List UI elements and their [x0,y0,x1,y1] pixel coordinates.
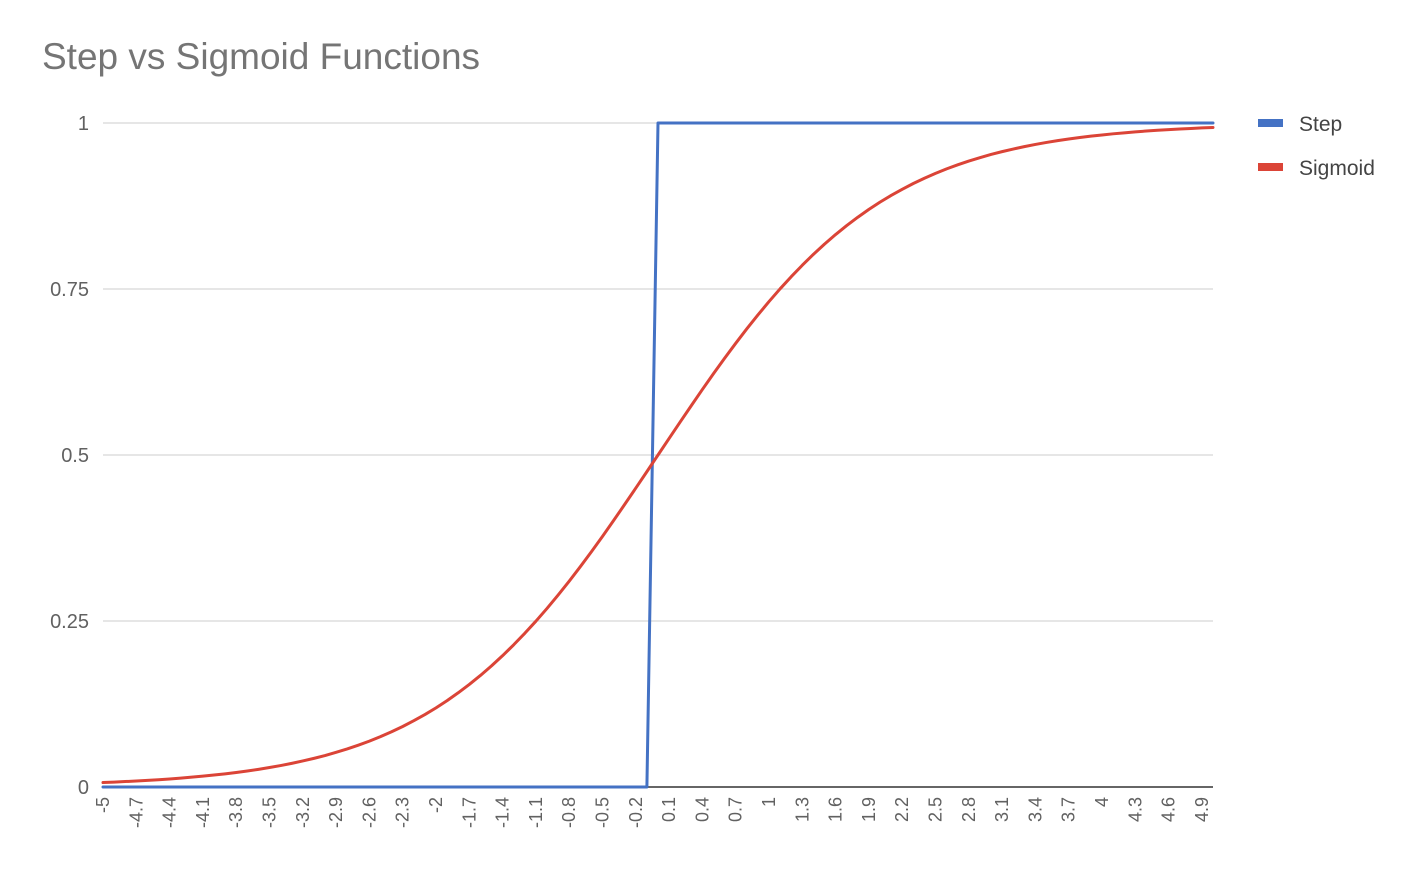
x-tick-label: -4.4 [160,797,180,828]
x-tick-label: -0.2 [626,797,646,828]
x-tick-label: -4.7 [126,797,146,828]
y-tick-label: 0 [78,777,89,799]
sigmoid-series-line [101,125,1215,785]
x-tick-label: -1.7 [459,797,479,828]
x-tick-label: 4 [1092,797,1112,807]
x-tick-label: -1.4 [493,797,513,828]
sigmoid-legend-swatch [1258,163,1283,171]
x-tick-label: -3.8 [226,797,246,828]
chart-title: Step vs Sigmoid Functions [42,36,481,77]
x-axis-ticks: -5 -4.7 -4.4 -4.1 -3.8 -3.5 -3.2 -2.9 -2.6 -2.3 -2… [93,797,1212,828]
x-tick-label: -2.3 [393,797,413,828]
x-tick-label: -5 [93,797,113,813]
x-tick-label: 4.6 [1159,797,1179,822]
x-tick-label: -0.5 [593,797,613,828]
y-tick-label: 0.25 [50,611,89,633]
step-legend-label: Step [1299,113,1342,136]
y-tick-label: 0.5 [61,445,89,467]
x-tick-label: -3.2 [293,797,313,828]
y-axis-ticks: 0 0.25 0.5 0.75 1 [50,113,89,799]
x-tick-label: 4.9 [1192,797,1212,822]
x-tick-label: 1.6 [826,797,846,822]
x-tick-label: 3.4 [1025,797,1045,822]
plot-area [101,121,1215,789]
y-tick-label: 1 [78,113,89,135]
x-tick-label: 2.2 [892,797,912,822]
sigmoid-legend-label: Sigmoid [1299,157,1375,180]
x-tick-label: 3.1 [992,797,1012,822]
step-legend-swatch [1258,119,1283,127]
x-tick-label: -1.1 [526,797,546,828]
x-tick-label: 2.5 [926,797,946,822]
x-tick-label: -0.8 [559,797,579,828]
x-tick-label: 0.1 [659,797,679,822]
x-tick-label: -2 [426,797,446,813]
x-tick-label: 1.3 [792,797,812,822]
x-tick-label: 1 [759,797,779,807]
x-tick-label: 0.4 [692,797,712,822]
legend: Step Sigmoid [1258,113,1375,180]
x-tick-label: 0.7 [726,797,746,822]
y-tick-label: 0.75 [50,279,89,301]
x-tick-label: 3.7 [1059,797,1079,822]
x-tick-label: 2.8 [959,797,979,822]
step-series-line [101,121,1215,789]
x-tick-label: 4.3 [1125,797,1145,822]
x-tick-label: 1.9 [859,797,879,822]
x-tick-label: -2.6 [359,797,379,828]
x-tick-label: -4.1 [193,797,213,828]
x-tick-label: -3.5 [260,797,280,828]
x-tick-label: -2.9 [326,797,346,828]
